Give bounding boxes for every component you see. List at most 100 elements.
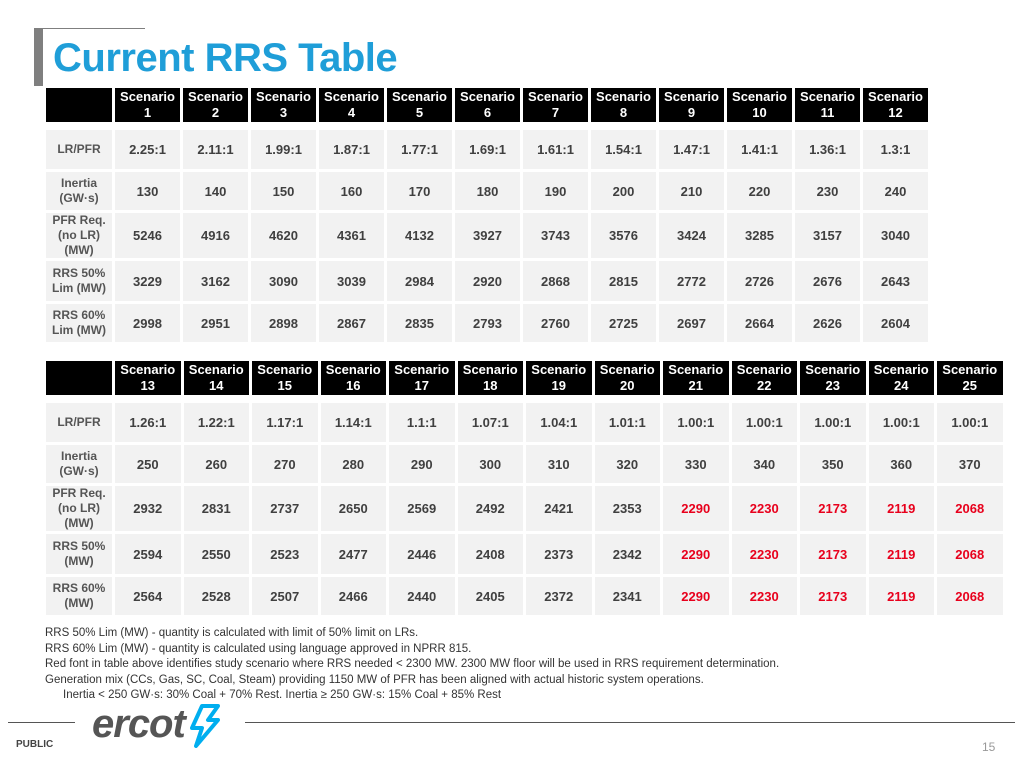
- scenario-header-line: 15: [252, 378, 318, 394]
- scenario-header-line: 7: [523, 105, 588, 121]
- row-label: Inertia (GW·s): [46, 445, 112, 483]
- table-cell: 2867: [319, 304, 384, 342]
- table-cell: 270: [252, 445, 318, 483]
- scenario-header-line: 14: [184, 378, 250, 394]
- table-cell: 2466: [321, 577, 387, 615]
- scenario-header-line: Scenario: [523, 89, 588, 105]
- table-cell: 370: [937, 445, 1003, 483]
- scenario-header: Scenario 25: [937, 361, 1003, 395]
- scenario-header: Scenario 18: [458, 361, 524, 395]
- table-cell: 1.99:1: [251, 130, 316, 169]
- table-cell: 250: [115, 445, 181, 483]
- scenario-header-line: 24: [869, 378, 935, 394]
- table-row: RRS 50% Lim (MW) 3229 3162 3090 3039 2984 2920 2…: [46, 261, 928, 301]
- table-cell: 1.47:1: [659, 130, 724, 169]
- scenario-header-line: 2: [183, 105, 248, 121]
- row-label-line: (MW): [46, 554, 112, 569]
- table-cell: 2793: [455, 304, 520, 342]
- note-line: RRS 50% Lim (MW) - quantity is calculate…: [45, 626, 779, 642]
- scenario-header-line: 16: [321, 378, 387, 394]
- scenario-header-line: Scenario: [727, 89, 792, 105]
- table-row: Inertia (GW·s) 130 140 150 160 170 180 190 200 210…: [46, 172, 928, 210]
- scenario-header-line: 10: [727, 105, 792, 121]
- table-cell: 2068: [937, 577, 1003, 615]
- table-cell: 2868: [523, 261, 588, 301]
- row-label-line: RRS 50%: [46, 266, 112, 281]
- row-label-line: (GW·s): [46, 191, 112, 206]
- scenario-header-line: Scenario: [526, 362, 592, 378]
- table-cell: 2341: [595, 577, 661, 615]
- table-cell: 2290: [663, 534, 729, 574]
- table-row: RRS 50% (MW) 2594 2550 2523 2477 2446 2408 2373 2…: [46, 534, 1003, 574]
- scenario-header-line: 5: [387, 105, 452, 121]
- row-label: LR/PFR: [46, 403, 112, 442]
- table-cell: 2173: [800, 577, 866, 615]
- note-line: Generation mix (CCs, Gas, SC, Coal, Stea…: [45, 673, 779, 689]
- scenario-header-line: 4: [319, 105, 384, 121]
- scenario-header: Scenario 5: [387, 88, 452, 122]
- title-accent-line: [43, 28, 145, 29]
- table-cell: 1.41:1: [727, 130, 792, 169]
- table-cell: 3162: [183, 261, 248, 301]
- table-cell: 170: [387, 172, 452, 210]
- lightning-bolt-icon: [188, 704, 222, 748]
- scenario-header-line: Scenario: [252, 362, 318, 378]
- table-cell: 2173: [800, 486, 866, 531]
- scenario-header: Scenario 2: [183, 88, 248, 122]
- table-cell: 2373: [526, 534, 592, 574]
- row-label: PFR Req. (no LR) (MW): [46, 486, 112, 531]
- scenario-header: Scenario 7: [523, 88, 588, 122]
- table-cell: 350: [800, 445, 866, 483]
- header-corner-cell: [46, 361, 112, 395]
- scenario-header-line: Scenario: [115, 89, 180, 105]
- table-cell: 3039: [319, 261, 384, 301]
- table-cell: 2408: [458, 534, 524, 574]
- row-label-line: Inertia: [46, 176, 112, 191]
- table-cell: 1.54:1: [591, 130, 656, 169]
- table-cell: 1.61:1: [523, 130, 588, 169]
- scenario-header-line: Scenario: [458, 362, 524, 378]
- table-cell: 1.07:1: [458, 403, 524, 442]
- table-cell: 3285: [727, 213, 792, 258]
- scenario-header-line: Scenario: [389, 362, 455, 378]
- table-cell: 2173: [800, 534, 866, 574]
- table-cell: 4620: [251, 213, 316, 258]
- row-label: RRS 60% (MW): [46, 577, 112, 615]
- table-cell: 2446: [389, 534, 455, 574]
- scenario-header: Scenario 3: [251, 88, 316, 122]
- table-cell: 2831: [184, 486, 250, 531]
- scenario-header-line: Scenario: [795, 89, 860, 105]
- scenario-header-line: 18: [458, 378, 524, 394]
- scenario-header: Scenario 10: [727, 88, 792, 122]
- scenario-header-line: Scenario: [591, 89, 656, 105]
- row-label: RRS 60% Lim (MW): [46, 304, 112, 342]
- table-cell: 3090: [251, 261, 316, 301]
- table-cell: 160: [319, 172, 384, 210]
- scenario-header-line: Scenario: [319, 89, 384, 105]
- table-cell: 4361: [319, 213, 384, 258]
- table-cell: 2772: [659, 261, 724, 301]
- table-cell: 230: [795, 172, 860, 210]
- table-row: LR/PFR 1.26:1 1.22:1 1.17:1 1.14:1 1.1:1 1.07:…: [46, 403, 1003, 442]
- table-cell: 2815: [591, 261, 656, 301]
- table-row: PFR Req. (no LR) (MW) 2932 2831 2737 2650 2569 2…: [46, 486, 1003, 531]
- scenario-header: Scenario 22: [732, 361, 798, 395]
- table-cell: 2898: [251, 304, 316, 342]
- table-cell: 2290: [663, 486, 729, 531]
- table-cell: 1.77:1: [387, 130, 452, 169]
- table-cell: 2664: [727, 304, 792, 342]
- scenario-header-line: Scenario: [595, 362, 661, 378]
- table-cell: 180: [455, 172, 520, 210]
- table-cell: 1.1:1: [389, 403, 455, 442]
- table-cell: 2230: [732, 534, 798, 574]
- table-cell: 1.36:1: [795, 130, 860, 169]
- table-cell: 2594: [115, 534, 181, 574]
- table-cell: 360: [869, 445, 935, 483]
- table-cell: 2737: [252, 486, 318, 531]
- scenario-header: Scenario 15: [252, 361, 318, 395]
- scenario-header: Scenario 19: [526, 361, 592, 395]
- row-label-line: LR/PFR: [46, 415, 112, 430]
- scenario-header: Scenario 24: [869, 361, 935, 395]
- table-cell: 210: [659, 172, 724, 210]
- table-cell: 2230: [732, 577, 798, 615]
